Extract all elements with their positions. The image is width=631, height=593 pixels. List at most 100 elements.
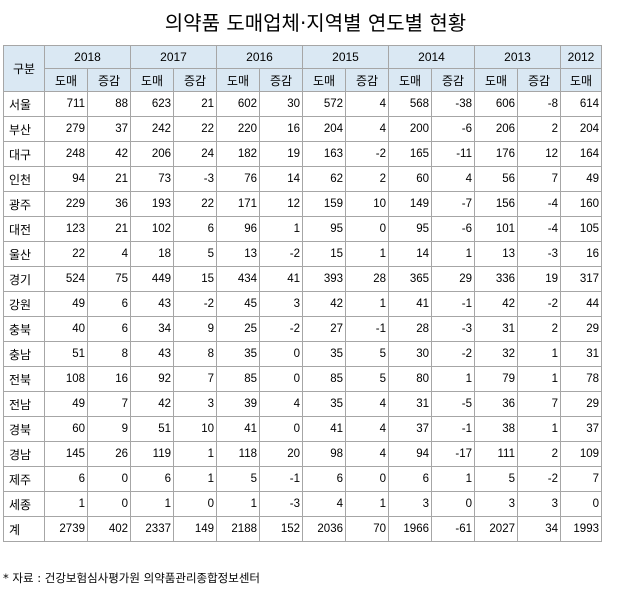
wholesale-count-cell: 96 [216,216,260,242]
change-cell: -3 [173,166,217,192]
wholesale-count-cell: 29 [560,316,602,342]
change-cell: 0 [259,416,303,442]
change-cell: -7 [431,191,475,217]
wholesale-count-cell: 365 [388,266,432,292]
change-cell: -2 [431,341,475,367]
gubun-header: 구분 [3,45,45,92]
change-cell: -1 [431,291,475,317]
wholesale-count-cell: 229 [44,191,88,217]
change-cell: 75 [87,266,131,292]
change-cell: 402 [87,516,131,542]
wholesale-count-cell: 35 [302,391,346,417]
region-label: 광주 [3,191,45,217]
wholesale-count-cell: 60 [388,166,432,192]
wholesale-count-cell: 111 [474,441,518,467]
wholesale-count-cell: 449 [130,266,174,292]
change-cell: -17 [431,441,475,467]
sub-header-row: 도매 증감 도매 증감 도매 증감 도매 증감 도매 증감 도매 증감 도매 [4,68,602,92]
year-header: 2013 [474,45,561,69]
wholesale-count-cell: 37 [388,416,432,442]
wholesale-count-cell: 13 [216,241,260,267]
change-cell: 4 [345,116,389,142]
year-header-row: 구분 2018 2017 2016 2015 2014 2013 2012 [3,45,602,92]
wholesale-count-cell: 18 [130,241,174,267]
region-label: 인천 [3,166,45,192]
wholesale-count-cell: 156 [474,191,518,217]
change-cell: 28 [345,266,389,292]
change-cell: 21 [87,216,131,242]
change-cell: -3 [259,491,303,517]
wholesale-count-cell: 248 [44,141,88,167]
wholesale-count-cell: 524 [44,266,88,292]
sub-header-change: 증감 [173,68,217,92]
region-label: 충남 [3,341,45,367]
wholesale-count-cell: 200 [388,116,432,142]
table-row: 경북 60 9 51 10 41 0 41 4 37 -1 38 1 37 [3,416,602,442]
change-cell: 7 [517,391,561,417]
change-cell: 4 [345,391,389,417]
region-label: 경북 [3,416,45,442]
wholesale-count-cell: 336 [474,266,518,292]
change-cell: 152 [259,516,303,542]
change-cell: 19 [259,141,303,167]
region-label: 제주 [3,466,45,492]
table-row: 충북 40 6 34 9 25 -2 27 -1 28 -3 31 2 29 [3,316,602,342]
wholesale-count-cell: 43 [130,291,174,317]
region-label: 서울 [3,91,45,117]
wholesale-count-cell: 6 [130,466,174,492]
wholesale-count-cell: 56 [474,166,518,192]
table-row: 전남 49 7 42 3 39 4 35 4 31 -5 36 7 29 [3,391,602,417]
change-cell: -61 [431,516,475,542]
wholesale-count-cell: 25 [216,316,260,342]
change-cell: 1 [173,466,217,492]
wholesale-count-cell: 41 [388,291,432,317]
change-cell: 7 [173,366,217,392]
wholesale-count-cell: 14 [388,241,432,267]
table-row: 울산 22 4 18 5 13 -2 15 1 14 1 13 -3 16 [3,241,602,267]
change-cell: -4 [517,216,561,242]
wholesale-count-cell: 15 [302,241,346,267]
change-cell: 1 [517,341,561,367]
wholesale-count-cell: 108 [44,366,88,392]
wholesale-count-cell: 206 [474,116,518,142]
change-cell: 20 [259,441,303,467]
wholesale-count-cell: 44 [560,291,602,317]
wholesale-count-cell: 42 [474,291,518,317]
wholesale-count-cell: 119 [130,441,174,467]
year-header: 2014 [388,45,475,69]
wholesale-count-cell: 220 [216,116,260,142]
wholesale-count-cell: 85 [216,366,260,392]
change-cell: 149 [173,516,217,542]
change-cell: 3 [259,291,303,317]
page-title: 의약품 도매업체·지역별 연도별 현황 [164,11,467,35]
wholesale-count-cell: 2027 [474,516,518,542]
wholesale-count-cell: 95 [302,216,346,242]
change-cell: -1 [345,316,389,342]
year-header: 2012 [560,45,602,69]
change-cell: 4 [87,241,131,267]
change-cell: 88 [87,91,131,117]
wholesale-count-cell: 27 [302,316,346,342]
sub-header-wholesale: 도매 [388,68,432,92]
wholesale-count-cell: 49 [44,291,88,317]
wholesale-count-cell: 206 [130,141,174,167]
change-cell: 1 [431,466,475,492]
wholesale-count-cell: 109 [560,441,602,467]
change-cell: -1 [259,466,303,492]
change-cell: 2 [345,166,389,192]
wholesale-count-cell: 434 [216,266,260,292]
table-row: 인천 94 21 73 -3 76 14 62 2 60 4 56 7 49 [3,166,602,192]
change-cell: 0 [87,466,131,492]
wholesale-count-cell: 31 [560,341,602,367]
wholesale-count-cell: 41 [216,416,260,442]
wholesale-count-cell: 171 [216,191,260,217]
change-cell: 6 [87,316,131,342]
change-cell: -2 [517,291,561,317]
wholesale-count-cell: 572 [302,91,346,117]
change-cell: -2 [345,141,389,167]
change-cell: 3 [517,491,561,517]
data-table: 구분 2018 2017 2016 2015 2014 2013 2012 도매… [3,45,602,542]
region-label: 전남 [3,391,45,417]
wholesale-count-cell: 45 [216,291,260,317]
wholesale-count-cell: 37 [560,416,602,442]
